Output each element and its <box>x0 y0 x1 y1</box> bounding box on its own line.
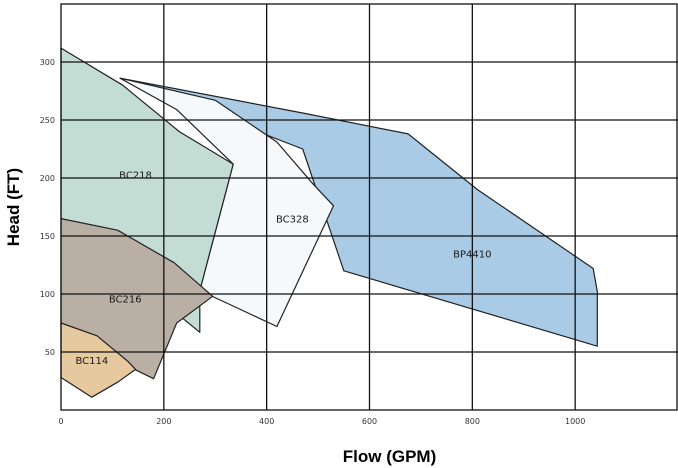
region-bc328 <box>119 77 335 328</box>
region-label-bp4410: BP4410 <box>453 249 491 260</box>
x-tick-label: 400 <box>259 417 274 426</box>
axis-ticks: 0 200 400 600 800 1000 50 100 150 200 250 300 <box>40 58 586 426</box>
x-tick-label: 800 <box>465 417 480 426</box>
region-label-bc216: BC216 <box>109 295 142 306</box>
y-tick-label: 150 <box>40 232 55 241</box>
y-tick-label: 100 <box>40 290 55 299</box>
plot-frame <box>60 3 678 411</box>
region-labels: BC218 BC328 BP4410 BC216 BC114 <box>75 171 491 368</box>
y-tick-label: 300 <box>40 58 55 67</box>
x-tick-label: 200 <box>156 417 171 426</box>
x-axis-title: Flow (GPM) <box>343 447 436 466</box>
y-tick-label: 200 <box>40 174 55 183</box>
x-tick-label: 1000 <box>565 417 585 426</box>
x-tick-label: 0 <box>58 417 63 426</box>
region-bc114 <box>60 322 137 398</box>
pump-regions <box>60 47 598 398</box>
chart-grid <box>61 4 678 410</box>
region-label-bc328: BC328 <box>276 215 309 226</box>
y-tick-label: 250 <box>40 116 55 125</box>
y-axis-title: Head (FT) <box>4 168 23 246</box>
y-tick-label: 50 <box>45 348 55 357</box>
region-label-bc218: BC218 <box>119 171 152 182</box>
x-tick-label: 600 <box>362 417 377 426</box>
region-label-bc114: BC114 <box>75 356 108 367</box>
